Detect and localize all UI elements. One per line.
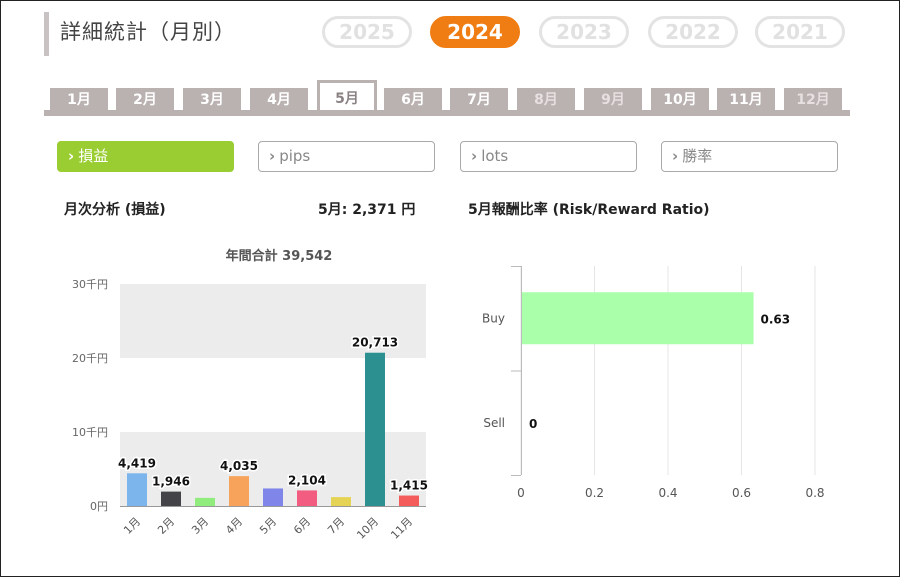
- bar-buy: [522, 292, 754, 345]
- filter-pips-button[interactable]: › pips: [258, 141, 435, 172]
- bar-4月: [229, 476, 249, 506]
- x-tick-label: 0.2: [585, 486, 604, 500]
- x-tick-label: 6月: [291, 515, 313, 537]
- x-tick-label: 11月: [388, 515, 415, 542]
- month-tabs-baseline: [44, 110, 850, 116]
- filter-winrate-button[interactable]: › 勝率: [661, 141, 838, 172]
- data-label: 2,104: [288, 473, 326, 487]
- monthly-profit-chart: 年間合計 39,542 0円 10千円 20千円 30千円 4,419 1月 1,946 2月 3…: [72, 248, 429, 542]
- tab-month-9: 9月: [584, 88, 642, 112]
- risk-reward-chart: 0 0.2 0.4 0.6 0.8 Buy 0.63 Sell 0: [482, 266, 825, 500]
- year-button-2023[interactable]: 2023: [539, 16, 629, 48]
- year-button-2025[interactable]: 2025: [322, 16, 412, 48]
- bar-3月: [195, 497, 215, 506]
- year-button-2021[interactable]: 2021: [755, 16, 845, 48]
- x-tick-label: 10月: [354, 515, 381, 542]
- chevron-right-icon: ›: [269, 147, 276, 165]
- bar-6月: [297, 490, 317, 506]
- y-tick-label: 20千円: [72, 352, 108, 365]
- tab-month-2[interactable]: 2月: [116, 88, 174, 112]
- filter-lots-label: lots: [481, 147, 509, 165]
- x-tick-label: 0.6: [732, 486, 751, 500]
- data-label: 20,713: [352, 336, 398, 350]
- x-tick-label: 0: [517, 486, 525, 500]
- tab-month-3[interactable]: 3月: [183, 88, 241, 112]
- grid-band: [120, 284, 426, 358]
- x-tick-label: 0.8: [805, 486, 824, 500]
- filter-profit-button[interactable]: › 損益: [57, 141, 234, 172]
- month-summary: 5月: 2,371 円: [318, 202, 416, 218]
- x-tick-label: 1月: [121, 515, 143, 537]
- x-tick-label: 0.4: [658, 486, 677, 500]
- year-button-2022[interactable]: 2022: [648, 16, 738, 48]
- filter-winrate-label: 勝率: [682, 147, 713, 165]
- x-tick-label: 3月: [189, 515, 211, 537]
- data-label: 4,035: [220, 459, 258, 473]
- data-label: 1,946: [152, 475, 190, 489]
- bar-7月: [331, 497, 351, 506]
- chevron-right-icon: ›: [68, 147, 75, 165]
- y-tick-label: Sell: [483, 416, 505, 430]
- bar-11月: [399, 495, 419, 506]
- chart-title: 年間合計 39,542: [226, 248, 333, 264]
- bar-1月: [127, 473, 147, 506]
- risk-reward-title: 5月報酬比率 (Risk/Reward Ratio): [468, 202, 710, 218]
- data-label: 0: [529, 417, 537, 431]
- tab-month-7[interactable]: 7月: [450, 88, 508, 112]
- x-tick-label: 5月: [257, 515, 279, 537]
- tab-month-12: 12月: [784, 88, 842, 112]
- chevron-right-icon: ›: [672, 147, 679, 165]
- filter-profit-label: 損益: [78, 147, 109, 165]
- y-tick-label: 10千円: [72, 426, 108, 439]
- bar-10月: [365, 352, 385, 506]
- tab-month-10[interactable]: 10月: [651, 88, 709, 112]
- bar-2月: [161, 491, 181, 506]
- bar-5月: [263, 488, 283, 506]
- x-tick-label: 7月: [325, 515, 347, 537]
- chevron-right-icon: ›: [471, 147, 478, 165]
- filter-lots-button[interactable]: › lots: [460, 141, 637, 172]
- x-tick-label: 4月: [223, 515, 245, 537]
- title-accent-bar: [44, 12, 49, 56]
- page-title: 詳細統計（月別）: [60, 20, 236, 44]
- year-button-2024[interactable]: 2024: [430, 16, 520, 48]
- tab-month-6[interactable]: 6月: [384, 88, 442, 112]
- tab-month-11[interactable]: 11月: [717, 88, 775, 112]
- monthly-analysis-title: 月次分析 (損益): [64, 202, 166, 218]
- y-tick-label: 0円: [90, 500, 108, 513]
- filter-pips-label: pips: [279, 147, 311, 165]
- y-tick-label: 30千円: [72, 278, 108, 291]
- data-label: 4,419: [118, 456, 156, 470]
- data-label: 1,415: [390, 479, 428, 493]
- x-tick-label: 2月: [155, 515, 177, 537]
- tab-month-1[interactable]: 1月: [50, 88, 108, 112]
- tab-month-8: 8月: [517, 88, 575, 112]
- data-label: 0.63: [761, 312, 791, 326]
- y-tick-label: Buy: [482, 311, 505, 325]
- tab-month-4[interactable]: 4月: [250, 88, 308, 112]
